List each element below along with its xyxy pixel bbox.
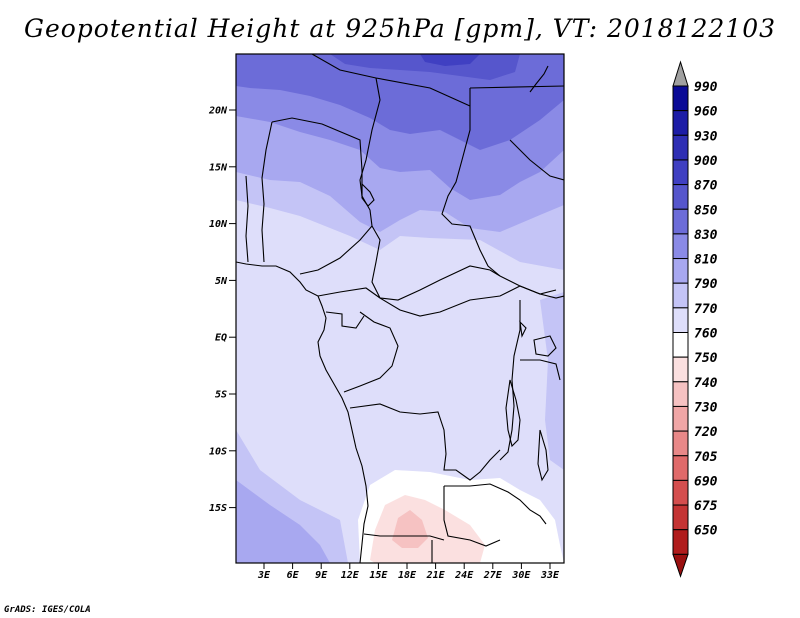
colorbar-top-arrow (672, 60, 689, 87)
colorbar-swatch (672, 110, 689, 136)
lat-tick-label: 15S (209, 503, 227, 514)
field-900-patch (420, 54, 480, 66)
colorbar-label: 850 (694, 203, 718, 218)
colorbar-label: 990 (694, 80, 718, 95)
lon-tick-label: 15E (369, 570, 388, 581)
colorbar-swatch (672, 430, 689, 457)
colorbar-label: 750 (694, 351, 718, 366)
colorbar-swatch (672, 504, 689, 531)
lat-tick-label: 5S (215, 390, 227, 401)
lon-tick-label: 24E (454, 570, 474, 581)
lon-tick-label: 27E (483, 570, 503, 581)
colorbar-label: 675 (694, 499, 718, 514)
border-drc-angola (349, 403, 501, 481)
colorbar-swatch (672, 159, 689, 186)
colorbar-label: 760 (694, 327, 718, 342)
colorbar-label: 730 (694, 400, 718, 415)
colorbar-label: 900 (694, 154, 718, 169)
colorbar-swatch (672, 85, 689, 112)
colorbar-label: 740 (694, 376, 718, 391)
border-congo-drc (343, 311, 399, 393)
colorbar-label: 720 (694, 425, 718, 440)
border-ghana (245, 175, 249, 263)
lat-tick-label: 10N (209, 219, 228, 230)
lake-malawi (537, 429, 549, 482)
field-750-patch (370, 495, 485, 563)
lake-chad (361, 182, 375, 207)
colorbar-swatch (672, 405, 689, 432)
colorbar-swatch (672, 208, 689, 235)
colorbar-swatch (672, 356, 689, 383)
colorbar-bottom-arrow (672, 553, 689, 578)
lake-albert (519, 320, 527, 338)
colorbar-label: 830 (694, 228, 718, 243)
lon-tick-label: 21E (426, 570, 446, 581)
colorbar-swatch (672, 282, 689, 309)
colorbar-label: 650 (694, 524, 718, 539)
border-zambia (444, 483, 547, 525)
colorbar-swatch (672, 184, 689, 210)
lat-tick-label: 5N (215, 276, 228, 287)
coastline-west (236, 261, 369, 563)
colorbar-label: 705 (694, 450, 718, 465)
border-egypt-sudan (469, 85, 564, 89)
lat-tick-label: 10S (209, 446, 227, 457)
lon-tick-label: 12E (341, 570, 360, 581)
colorbar-swatch (672, 134, 689, 161)
lat-tick-label: 20N (208, 106, 228, 117)
colorbar-label: 930 (694, 129, 718, 144)
colorbar-swatch (672, 258, 689, 284)
border-drc-east (499, 300, 521, 461)
lon-tick-label: 18E (398, 570, 417, 581)
colorbar-swatch (672, 233, 689, 260)
lon-tick-label: 3E (257, 570, 271, 581)
colorbar: 990 960 930 900 870 850 830 810 790 770 760 750 740 7… (672, 60, 718, 578)
colorbar-swatch (672, 529, 689, 555)
country-boundaries (236, 54, 564, 563)
colorbar-label: 870 (694, 179, 718, 194)
lake-tanganyika (505, 379, 521, 448)
map-frame (235, 53, 565, 564)
border-kenya-sudan (499, 275, 564, 299)
field-810-south (236, 480, 330, 563)
lon-tick-label: 9E (315, 570, 328, 581)
lon-axis: 3E 6E 9E 12E 15E 18E 21E 24E 27E 30E 33E (257, 563, 560, 581)
lat-tick-label: EQ (215, 333, 227, 344)
lat-tick-label: 15N (209, 162, 228, 173)
colorbar-swatch (672, 381, 689, 407)
border-zambia-south (443, 486, 501, 547)
colorbar-label: 770 (694, 302, 718, 317)
border-ethiopia (509, 139, 564, 181)
border-niger-chad (359, 77, 381, 197)
colorbar-swatch (672, 455, 689, 481)
colorbar-label: 960 (694, 105, 718, 120)
border-benin-togo (261, 121, 273, 263)
lon-tick-label: 30E (511, 570, 531, 581)
border-cameroon-south (317, 287, 381, 299)
grads-credit: GrADS: IGES/COLA (4, 605, 91, 615)
colorbar-label: 790 (694, 277, 718, 292)
colorbar-label: 690 (694, 474, 718, 489)
colorbar-swatch (672, 332, 689, 358)
lake-victoria (533, 335, 557, 357)
coastline-red-sea (529, 65, 549, 93)
border-chad-sudan (441, 88, 501, 277)
colorbar-label: 810 (694, 253, 718, 268)
border-tanzania (520, 359, 561, 381)
height-field (236, 54, 564, 563)
colorbar-swatch (672, 479, 689, 506)
border-cameroon-car (371, 225, 501, 301)
colorbar-swatch (672, 307, 689, 334)
border-gabon (325, 311, 365, 329)
field-740-patch (392, 510, 428, 548)
lat-axis: 20N 15N 10N 5N EQ 5S 10S 15S (208, 106, 236, 514)
lon-tick-label: 33E (540, 570, 560, 581)
border-angola-namibia (363, 533, 445, 541)
map-title: Geopotential Height at 925hPa [gpm], VT:… (23, 14, 777, 43)
lon-tick-label: 6E (287, 570, 300, 581)
